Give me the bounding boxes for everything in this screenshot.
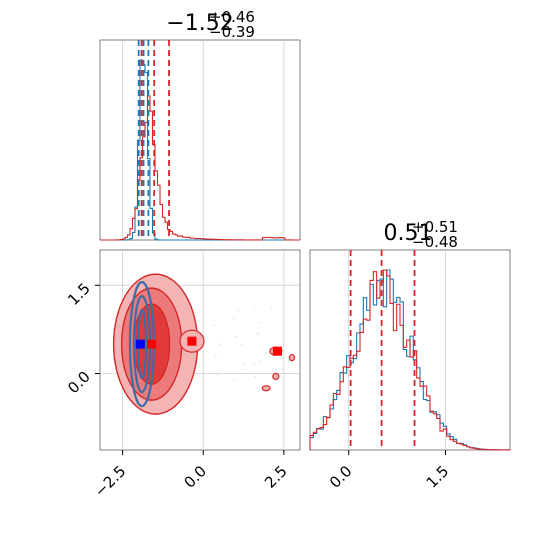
scatter-point	[253, 362, 256, 365]
marginal-y-title-sub: −0.48	[412, 233, 458, 251]
x-tick-label: 0.0	[180, 462, 210, 492]
scatter-point	[259, 321, 261, 324]
contour-level-red	[288, 354, 296, 362]
scatter-point	[214, 356, 217, 358]
scatter-point	[242, 363, 244, 365]
contour-level-red	[272, 372, 280, 381]
scatter-point	[257, 332, 260, 334]
scatter-point	[217, 374, 219, 376]
scatter-point	[258, 390, 261, 392]
joint-panel: −2.5 0.0 2.5 0.0 1.5	[64, 249, 301, 501]
scatter-point	[233, 318, 235, 320]
marginal-y-title: 0.51	[384, 221, 433, 246]
marginal-x-frame	[99, 39, 301, 241]
joint-contours	[112, 273, 296, 415]
histogram-step	[309, 269, 511, 451]
x-tick-label: 1.5	[423, 462, 453, 492]
joint-markers	[135, 336, 282, 356]
scatter-point	[219, 343, 221, 345]
x-tick-label: −2.5	[91, 462, 129, 500]
marginal-y-histograms	[309, 269, 511, 451]
marker-square	[147, 339, 157, 349]
scatter-point	[265, 353, 267, 355]
marker-square	[187, 336, 197, 346]
histogram-step	[100, 95, 301, 241]
marginal-y-grid	[348, 250, 446, 450]
marginal-y-title-sup: +0.51	[412, 218, 458, 236]
marker-square	[272, 346, 282, 356]
x-tick-label: 2.5	[261, 462, 291, 492]
marginal-y-title-value: 0.51	[384, 221, 433, 246]
scatter-point	[288, 361, 290, 363]
marginal-y-panel: 0.0 1.5 0.51 +0.51 −0.48	[309, 218, 511, 492]
scatter-point	[270, 308, 272, 310]
scatter-point	[281, 368, 284, 371]
marginal-x-title-sub: −0.39	[209, 23, 255, 41]
marginal-x-grid	[122, 40, 285, 240]
scatter-point	[234, 335, 237, 338]
marginal-y-ticks: 0.0 1.5	[326, 450, 452, 492]
scatter-point	[237, 309, 239, 311]
scatter-point	[258, 361, 261, 363]
contour-level-red	[261, 385, 271, 392]
scatter-point	[244, 368, 247, 371]
marginal-y-quantile-lines	[349, 250, 416, 450]
y-tick-label: 0.0	[64, 368, 94, 398]
scatter-point	[254, 376, 256, 378]
scatter-point	[240, 343, 242, 346]
scatter-point	[253, 309, 255, 311]
x-tick-label: 0.0	[326, 462, 356, 492]
marker-square	[135, 339, 145, 349]
marginal-x-histograms	[100, 59, 301, 241]
marginal-x-title: −1.52	[166, 11, 233, 36]
y-tick-label: 1.5	[64, 279, 94, 309]
marginal-x-title-sup: +0.46	[209, 8, 255, 26]
marginal-x-panel: −1.52 +0.46 −0.39	[99, 8, 301, 241]
marginal-x-title-value: −1.52	[166, 11, 233, 36]
marginal-x-quantile-lines	[137, 40, 170, 240]
scatter-point	[287, 359, 290, 361]
scatter-point	[233, 378, 236, 381]
scatter-point	[213, 324, 215, 326]
